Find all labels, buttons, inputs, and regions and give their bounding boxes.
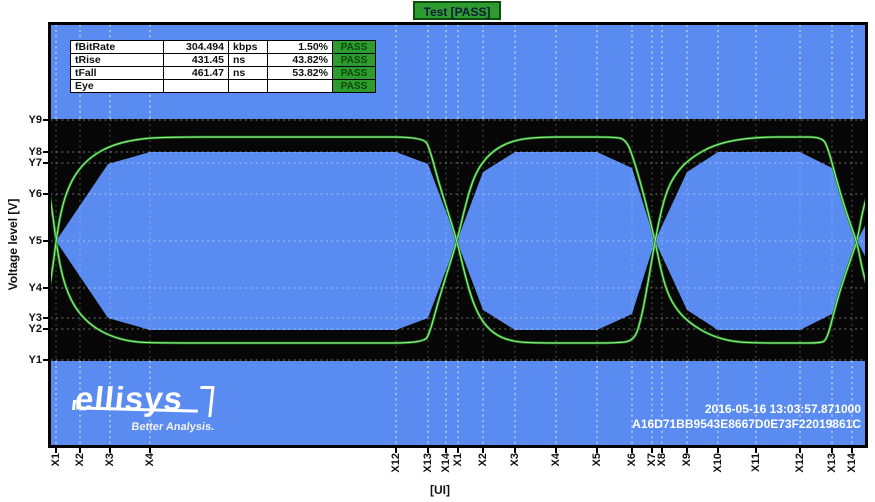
x-tick-label: X3 (509, 453, 521, 467)
capture-timestamp: 2016-05-16 13:03:57.871000 (704, 402, 861, 416)
x-tick-label: X13 (826, 453, 838, 473)
results-table: fBitRate 304.494 kbps 1.50% PASS tRise 4… (70, 40, 376, 93)
percent-cell: 43.82% (267, 53, 333, 67)
value-cell (163, 79, 229, 93)
eye-opening (457, 152, 655, 330)
x-tick-mark (395, 448, 397, 453)
result-row: fBitRate 304.494 kbps 1.50% PASS (70, 40, 376, 54)
x-tick-mark (851, 448, 853, 453)
y-tick-label: Y2 (28, 323, 42, 335)
capture-info: 2016-05-16 13:03:57.871000 A16D71BB9543E… (632, 402, 861, 432)
x-tick-label: X12 (794, 453, 806, 473)
x-tick-mark (55, 448, 57, 453)
x-tick-label: X3 (104, 453, 116, 467)
param-cell: Eye (70, 79, 164, 93)
param-cell: tRise (70, 53, 164, 67)
capture-hash: A16D71BB9543E8667D0E73F22019861C (632, 417, 861, 431)
y-tick-label: Y3 (28, 312, 42, 324)
y-tick-label: Y9 (28, 114, 42, 126)
y-tick-label: Y5 (28, 235, 42, 247)
x-tick-mark (596, 448, 598, 453)
x-tick-mark (755, 448, 757, 453)
percent-cell: 53.82% (267, 66, 333, 80)
x-tick-label: X4 (550, 453, 562, 467)
unit-cell: ns (228, 66, 268, 80)
x-tick-mark (555, 448, 557, 453)
x-tick-label: X9 (681, 453, 693, 467)
x-tick-mark (149, 448, 151, 453)
y-tick-label: Y4 (28, 282, 42, 294)
param-cell: tFall (70, 66, 164, 80)
y-tick-label: Y7 (28, 157, 42, 169)
value-cell: 304.494 (163, 40, 229, 54)
pass-badge: PASS (332, 66, 376, 80)
y-tick-mark (43, 317, 48, 319)
x-tick-label: X2 (477, 453, 489, 467)
y-tick-label: Y1 (28, 354, 42, 366)
unit-cell (228, 79, 268, 93)
x-tick-label: X1 (452, 453, 464, 467)
eye-diagram-plot (51, 25, 865, 445)
y-tick-label: Y6 (28, 188, 42, 200)
ellisys-logo: ellisys Better Analysis. (71, 380, 227, 438)
x-tick-mark (427, 448, 429, 453)
param-cell: fBitRate (70, 40, 164, 54)
x-axis-label: [UI] (430, 483, 450, 497)
x-tick-mark (799, 448, 801, 453)
y-tick-mark (43, 162, 48, 164)
percent-cell (267, 79, 333, 93)
plot-frame (48, 22, 868, 448)
eye-opening (655, 152, 857, 330)
value-cell: 461.47 (163, 66, 229, 80)
x-tick-label: X8 (656, 453, 668, 467)
y-tick-mark (43, 359, 48, 361)
y-tick-mark (43, 240, 48, 242)
y-tick-mark (43, 287, 48, 289)
x-tick-mark (79, 448, 81, 453)
x-tick-label: X6 (626, 453, 638, 467)
value-cell: 431.45 (163, 53, 229, 67)
x-tick-label: X11 (750, 453, 762, 472)
percent-cell: 1.50% (267, 40, 333, 54)
pass-badge: PASS (332, 40, 376, 54)
x-tick-mark (457, 448, 459, 453)
x-tick-mark (686, 448, 688, 453)
x-tick-mark (109, 448, 111, 453)
x-tick-mark (514, 448, 516, 453)
result-row: tRise 431.45 ns 43.82% PASS (70, 53, 376, 67)
x-tick-mark (717, 448, 719, 453)
x-tick-mark (482, 448, 484, 453)
result-row: tFall 461.47 ns 53.82% PASS (70, 66, 376, 80)
x-tick-mark (445, 448, 447, 453)
eye-opening (56, 152, 457, 330)
logo-tagline: Better Analysis. (130, 421, 215, 433)
signal-trace-falling-highlight (51, 136, 865, 344)
x-tick-label: X5 (591, 453, 603, 467)
y-tick-mark (43, 328, 48, 330)
result-row: Eye PASS (70, 79, 376, 93)
x-tick-mark (651, 448, 653, 453)
signal-trace-rising-highlight (51, 136, 865, 344)
x-tick-mark (661, 448, 663, 453)
x-tick-label: X1 (50, 453, 62, 467)
y-tick-label: Y8 (28, 146, 42, 158)
pass-badge: PASS (332, 53, 376, 67)
eye-opening (857, 225, 865, 257)
x-tick-label: X2 (74, 453, 86, 467)
x-tick-label: X14 (846, 453, 858, 473)
x-tick-label: X12 (390, 453, 402, 473)
unit-cell: kbps (228, 40, 268, 54)
x-tick-label: X4 (144, 453, 156, 467)
test-result-badge: Test [PASS] (413, 1, 501, 20)
x-tick-label: X10 (712, 453, 724, 473)
y-tick-mark (43, 119, 48, 121)
unit-cell: ns (228, 53, 268, 67)
x-tick-mark (631, 448, 633, 453)
y-tick-mark (43, 151, 48, 153)
pass-badge: PASS (332, 79, 376, 93)
x-tick-label: X13 (422, 453, 434, 473)
x-tick-mark (831, 448, 833, 453)
y-tick-mark (43, 193, 48, 195)
